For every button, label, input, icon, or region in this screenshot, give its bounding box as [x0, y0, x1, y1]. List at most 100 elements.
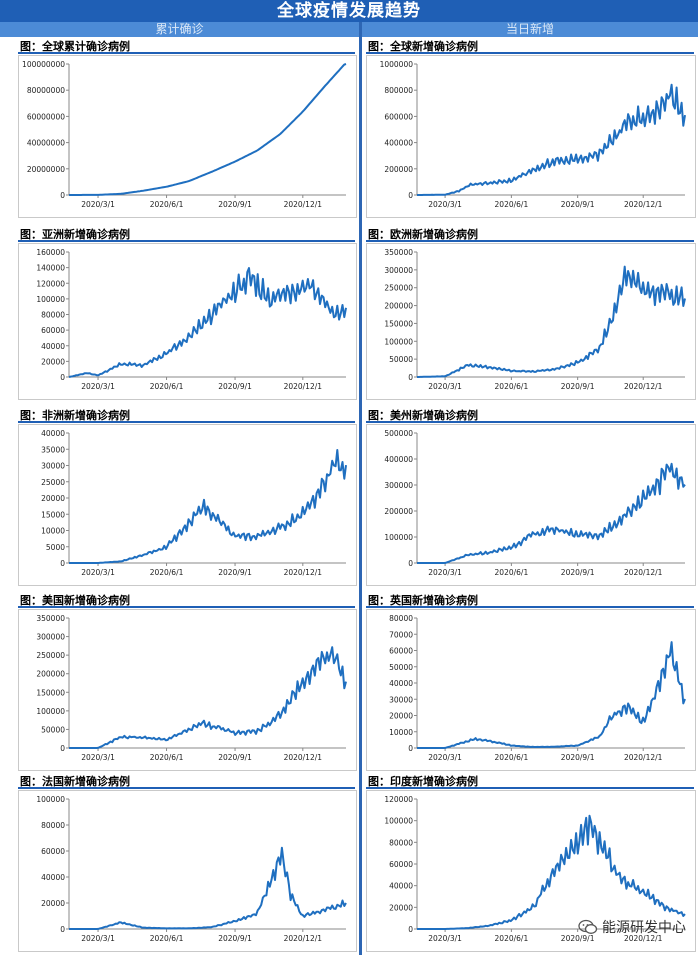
y-tick-label: 100000 — [36, 795, 65, 804]
chart-title-rule — [18, 240, 355, 242]
x-tick-label: 2020/6/1 — [150, 934, 184, 943]
y-tick-label: 250000 — [384, 284, 413, 293]
y-tick-label: 5000 — [46, 543, 65, 552]
y-tick-label: 350000 — [36, 614, 65, 623]
y-tick-label: 0 — [408, 373, 413, 382]
chart-title-rule — [18, 606, 355, 608]
y-tick-label: 1000000 — [380, 60, 414, 69]
x-tick-label: 2020/6/1 — [150, 200, 184, 209]
chart-title-rule — [366, 240, 694, 242]
y-tick-label: 0 — [60, 191, 65, 200]
y-tick-label: 70000 — [389, 630, 413, 639]
y-tick-label: 50000 — [389, 663, 413, 672]
chart-title-asia_new: 图：亚洲新增确诊病例 — [20, 228, 130, 241]
x-tick-label: 2020/9/1 — [218, 568, 252, 577]
x-tick-label: 2020/3/1 — [428, 382, 462, 391]
chart-india_new: 0 20000 40000 60000 80000 100000 120000 2020/3/… — [384, 795, 686, 943]
y-tick-label: 400000 — [384, 455, 413, 464]
x-tick-label: 2020/12/1 — [624, 382, 663, 391]
chart-panel-france_new: 0 20000 40000 60000 80000 100000 2020/3/1 2020/… — [18, 790, 357, 952]
x-tick-label: 2020/12/1 — [624, 200, 663, 209]
y-tick-label: 40000 — [41, 429, 65, 438]
y-tick-label: 30000 — [41, 462, 65, 471]
x-tick-label: 2020/9/1 — [561, 200, 595, 209]
chart-title-france_new: 图：法国新增确诊病例 — [20, 775, 130, 788]
y-tick-label: 0 — [60, 744, 65, 753]
y-tick-label: 0 — [60, 559, 65, 568]
chart-global_new: 0 200000 400000 600000 800000 1000000 2020/3/1… — [380, 60, 686, 209]
chart-asia_new: 0 20000 40000 60000 80000 100000 120000 140000 1… — [36, 248, 347, 391]
x-tick-label: 2020/9/1 — [561, 934, 595, 943]
wechat-icon — [578, 919, 598, 934]
x-tick-label: 2020/3/1 — [81, 200, 115, 209]
series-line-uk_new — [417, 641, 686, 749]
chart-uk_new: 0 10000 20000 30000 40000 50000 60000 70000 8000… — [389, 614, 686, 762]
y-tick-label: 20000000 — [27, 165, 65, 174]
series-line-usa_new — [69, 646, 347, 749]
y-tick-label: 60000 — [389, 860, 413, 869]
chart-title-rule — [366, 606, 694, 608]
chart-panel-global_cum: 0 20000000 40000000 60000000 80000000 1000000… — [18, 55, 357, 218]
x-tick-label: 2020/6/1 — [150, 753, 184, 762]
chart-france_new: 0 20000 40000 60000 80000 100000 2020/3/1 2020/… — [36, 795, 347, 943]
chart-title-global_new: 图：全球新增确诊病例 — [368, 40, 478, 53]
y-tick-label: 60000000 — [27, 112, 65, 121]
x-tick-label: 2020/12/1 — [284, 200, 323, 209]
chart-title-rule — [366, 52, 694, 54]
chart-title-africa_new: 图：非洲新增确诊病例 — [20, 409, 130, 422]
x-tick-label: 2020/12/1 — [284, 382, 323, 391]
y-tick-label: 200000 — [384, 507, 413, 516]
y-tick-label: 100000 — [384, 817, 413, 826]
series-line-americas_new — [417, 462, 686, 564]
x-tick-label: 2020/12/1 — [284, 934, 323, 943]
series-line-global_cum — [69, 63, 347, 196]
series-line-europe_new — [417, 265, 686, 378]
chart-usa_new: 0 50000 100000 150000 200000 250000 300000 3500… — [36, 614, 347, 762]
chart-panel-uk_new: 0 10000 20000 30000 40000 50000 60000 70000 8000… — [366, 609, 696, 771]
chart-title-india_new: 图：印度新增确诊病例 — [368, 775, 478, 788]
y-tick-label: 80000 — [389, 838, 413, 847]
chart-europe_new: 0 50000 100000 150000 200000 250000 300000 3500… — [384, 248, 686, 391]
watermark-text: 能源研发中心 — [602, 920, 686, 936]
chart-panel-asia_new: 0 20000 40000 60000 80000 100000 120000 140000 1… — [18, 243, 357, 400]
y-tick-label: 20000 — [389, 903, 413, 912]
x-tick-label: 2020/9/1 — [218, 382, 252, 391]
x-tick-label: 2020/9/1 — [561, 753, 595, 762]
y-tick-label: 20000 — [389, 712, 413, 721]
x-tick-label: 2020/3/1 — [81, 934, 115, 943]
x-tick-label: 2020/12/1 — [284, 568, 323, 577]
x-tick-label: 2020/9/1 — [561, 382, 595, 391]
y-tick-label: 0 — [408, 744, 413, 753]
chart-panel-usa_new: 0 50000 100000 150000 200000 250000 300000 3500… — [18, 609, 357, 771]
chart-global_cum: 0 20000000 40000000 60000000 80000000 1000000… — [22, 60, 347, 209]
y-tick-label: 600000 — [384, 112, 413, 121]
x-tick-label: 2020/3/1 — [428, 568, 462, 577]
y-tick-label: 100000 — [36, 295, 65, 304]
chart-title-rule — [18, 421, 355, 423]
x-tick-label: 2020/12/1 — [624, 934, 663, 943]
y-tick-label: 80000 — [41, 311, 65, 320]
y-tick-label: 500000 — [384, 429, 413, 438]
y-tick-label: 0 — [408, 559, 413, 568]
y-tick-label: 100000 — [384, 533, 413, 542]
chart-title-rule — [366, 421, 694, 423]
series-line-africa_new — [69, 449, 347, 564]
chart-panel-americas_new: 0 100000 200000 300000 400000 500000 2020/3/1 2… — [366, 424, 696, 586]
y-tick-label: 150000 — [384, 319, 413, 328]
chart-title-usa_new: 图：美国新增确诊病例 — [20, 594, 130, 607]
y-tick-label: 50000 — [41, 725, 65, 734]
y-tick-label: 200000 — [384, 165, 413, 174]
y-tick-label: 80000 — [389, 614, 413, 623]
chart-title-uk_new: 图：英国新增确诊病例 — [368, 594, 478, 607]
y-tick-label: 300000 — [384, 266, 413, 275]
y-tick-label: 60000 — [41, 847, 65, 856]
x-tick-label: 2020/9/1 — [218, 200, 252, 209]
y-tick-label: 60000 — [389, 647, 413, 656]
y-tick-label: 15000 — [41, 510, 65, 519]
y-tick-label: 40000 — [41, 342, 65, 351]
x-tick-label: 2020/6/1 — [495, 934, 529, 943]
y-tick-label: 100000 — [384, 337, 413, 346]
y-tick-label: 20000 — [41, 494, 65, 503]
y-tick-label: 150000 — [36, 688, 65, 697]
chart-title-rule — [18, 787, 355, 789]
